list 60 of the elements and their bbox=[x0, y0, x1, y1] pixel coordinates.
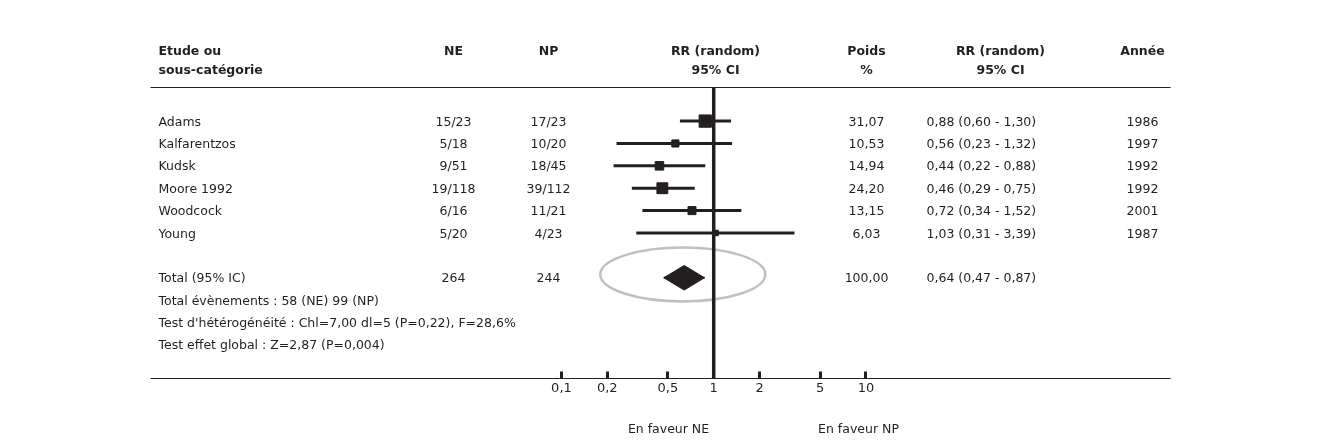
annotation: 18/45 bbox=[530, 158, 567, 174]
text: En faveur NE bbox=[627, 421, 710, 436]
annotation: 31,07 bbox=[848, 113, 885, 129]
text: NE bbox=[444, 43, 464, 58]
chart-title: RR (random) 95% CI bbox=[670, 43, 761, 77]
annotation: 0,44 (0,22 - 0,88) bbox=[926, 158, 1037, 174]
x-tick-label: 0,2 bbox=[596, 379, 618, 395]
y-tick-label: Total (95% IC) bbox=[157, 270, 246, 286]
text: Année bbox=[1120, 43, 1165, 58]
annotation: 14,94 bbox=[848, 158, 885, 174]
annotation: 39/112 bbox=[526, 180, 571, 196]
annotation: Test effet global : Z=2,87 (P=0,004) bbox=[157, 337, 385, 353]
y-tick-label: Adams bbox=[158, 113, 202, 129]
annotation: 0,56 (0,23 - 1,32) bbox=[926, 135, 1037, 151]
x-tick-label: 5 bbox=[816, 379, 825, 395]
annotation: 1997 bbox=[1126, 135, 1159, 151]
text: Poids % bbox=[847, 43, 886, 77]
annotation: 264 bbox=[441, 270, 466, 286]
text: En faveur NP bbox=[818, 421, 900, 436]
annotation: 0,72 (0,34 - 1,52) bbox=[926, 203, 1037, 219]
annotation: 2001 bbox=[1126, 203, 1159, 219]
annotation: 19/118 bbox=[431, 180, 476, 196]
annotation: 0,88 (0,60 - 1,30) bbox=[926, 113, 1037, 129]
annotation: 5/20 bbox=[439, 225, 468, 241]
annotation: 4/23 bbox=[534, 225, 563, 241]
annotation: 1,03 (0,31 - 3,39) bbox=[926, 225, 1037, 241]
annotation: 10/20 bbox=[530, 135, 567, 151]
annotation: 1987 bbox=[1126, 225, 1159, 241]
annotation: 244 bbox=[536, 270, 561, 286]
annotation: Test d'hétérogénéité : Chl=7,00 dl=5 (P=0,22), F=28,6% bbox=[157, 315, 516, 331]
annotation: 6/16 bbox=[439, 203, 468, 219]
x-tick-label: 10 bbox=[857, 379, 875, 395]
annotation: 9/51 bbox=[439, 158, 468, 174]
y-tick-label: Kalfarentzos bbox=[158, 135, 236, 151]
annotation: 13,15 bbox=[848, 203, 885, 219]
text: RR (random) 95% CI bbox=[955, 43, 1046, 77]
annotation: 0,46 (0,29 - 0,75) bbox=[926, 180, 1037, 196]
text: NP bbox=[538, 43, 559, 58]
annotation: 1992 bbox=[1126, 180, 1159, 196]
annotation: 24,20 bbox=[848, 180, 885, 196]
annotation: 0,64 (0,47 - 0,87) bbox=[926, 270, 1037, 286]
annotation: 6,03 bbox=[852, 225, 881, 241]
x-tick-label: 1 bbox=[709, 379, 718, 395]
annotation: Total évènements : 58 (NE) 99 (NP) bbox=[157, 292, 379, 308]
y-tick-label: Moore 1992 bbox=[158, 180, 233, 196]
y-tick-label: Kudsk bbox=[158, 158, 197, 174]
annotation: 15/23 bbox=[435, 113, 472, 129]
annotation: 5/18 bbox=[439, 135, 468, 151]
y-tick-label: Young bbox=[157, 225, 196, 241]
annotation: 100,00 bbox=[844, 270, 889, 286]
annotation: 1986 bbox=[1126, 113, 1159, 129]
annotation: 1992 bbox=[1126, 158, 1159, 174]
y-axis-title: Etude ou sous-catégorie bbox=[158, 43, 263, 77]
annotation: 10,53 bbox=[848, 135, 885, 151]
x-tick-label: 0,5 bbox=[657, 379, 679, 395]
annotation: 11/21 bbox=[530, 203, 567, 219]
x-tick-label: 2 bbox=[755, 379, 764, 395]
annotation: 17/23 bbox=[530, 113, 567, 129]
y-tick-label: Woodcock bbox=[158, 203, 223, 219]
x-tick-label: 0,1 bbox=[551, 379, 572, 395]
